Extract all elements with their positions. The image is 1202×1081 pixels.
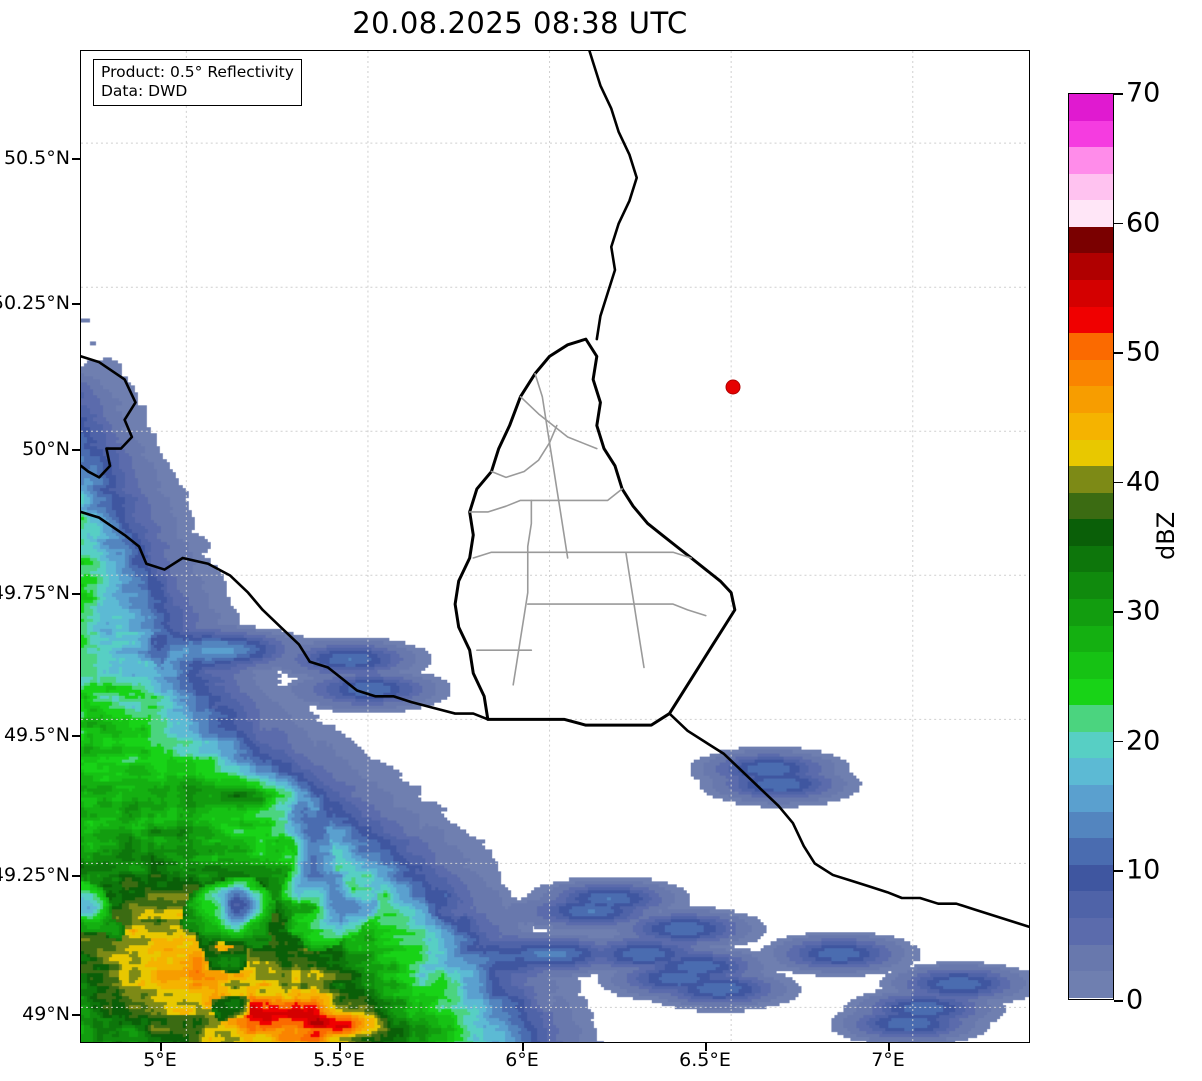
x-tick-label: 5.5°E bbox=[313, 1049, 365, 1071]
y-tick-mark bbox=[72, 875, 80, 877]
colorbar-band bbox=[1069, 625, 1113, 653]
x-tick-label: 5°E bbox=[143, 1049, 177, 1071]
colorbar-band bbox=[1069, 519, 1113, 546]
colorbar-tick-label: 0 bbox=[1126, 984, 1144, 1016]
colorbar-band bbox=[1069, 758, 1113, 786]
product-info-box: Product: 0.5° Reflectivity Data: DWD bbox=[93, 59, 302, 106]
y-tick-mark bbox=[72, 735, 80, 737]
colorbar-band bbox=[1069, 971, 1113, 998]
x-tick-mark bbox=[522, 1043, 524, 1051]
colorbar-tick-label: 60 bbox=[1126, 207, 1161, 239]
x-tick-mark bbox=[888, 1043, 890, 1051]
colorbar-band bbox=[1069, 333, 1113, 360]
colorbar-title: dBZ bbox=[1152, 511, 1180, 560]
y-tick-mark bbox=[72, 303, 80, 305]
colorbar-band bbox=[1069, 439, 1113, 467]
colorbar-band bbox=[1069, 466, 1113, 493]
colorbar-band bbox=[1069, 731, 1113, 759]
radar-map-plot[interactable]: Product: 0.5° Reflectivity Data: DWD bbox=[80, 50, 1030, 1043]
border-line bbox=[468, 488, 623, 513]
data-source-line: Data: DWD bbox=[101, 81, 188, 100]
x-tick-mark bbox=[339, 1043, 341, 1051]
colorbar-tick-mark bbox=[1114, 222, 1123, 225]
y-tick-mark bbox=[72, 449, 80, 451]
colorbar-band bbox=[1069, 280, 1113, 307]
colorbar-band bbox=[1069, 811, 1113, 839]
colorbar-band bbox=[1069, 891, 1113, 918]
border-line bbox=[490, 424, 558, 479]
colorbar-band bbox=[1069, 572, 1113, 599]
y-tick-label: 50.25°N bbox=[0, 292, 70, 314]
colorbar-band bbox=[1069, 94, 1113, 121]
x-tick-mark bbox=[705, 1043, 707, 1051]
colorbar-tick-label: 70 bbox=[1126, 77, 1161, 109]
colorbar-tick-label: 20 bbox=[1126, 725, 1161, 757]
colorbar-tick-mark bbox=[1114, 870, 1123, 873]
colorbar-band bbox=[1069, 705, 1113, 732]
y-tick-mark bbox=[72, 593, 80, 595]
graticule-grid bbox=[81, 51, 1029, 1042]
border-line bbox=[453, 337, 737, 727]
border-line bbox=[472, 551, 693, 559]
colorbar-tick-label: 40 bbox=[1126, 466, 1161, 498]
colorbar-band bbox=[1069, 173, 1113, 201]
border-line bbox=[534, 372, 569, 559]
colorbar-tick-label: 50 bbox=[1126, 336, 1161, 368]
border-line bbox=[588, 51, 639, 341]
country-borders bbox=[81, 51, 1029, 929]
colorbar-band bbox=[1069, 120, 1113, 148]
colorbar-band bbox=[1069, 200, 1113, 227]
y-tick-label: 50.5°N bbox=[3, 147, 70, 169]
colorbar-band bbox=[1069, 864, 1113, 892]
reflectivity-colorbar[interactable] bbox=[1068, 93, 1114, 1000]
x-tick-mark bbox=[160, 1043, 162, 1051]
reflectivity-raster bbox=[81, 51, 1029, 1042]
colorbar-tick-mark bbox=[1114, 352, 1123, 354]
colorbar-band bbox=[1069, 386, 1113, 413]
y-tick-mark bbox=[72, 1014, 80, 1016]
y-tick-label: 49.25°N bbox=[0, 864, 70, 886]
x-tick-label: 6.5°E bbox=[679, 1049, 731, 1071]
colorbar-tick-mark bbox=[1114, 1000, 1123, 1002]
colorbar-tick-mark bbox=[1114, 93, 1123, 95]
y-tick-mark bbox=[72, 158, 80, 160]
border-line bbox=[519, 395, 598, 450]
border-line bbox=[81, 510, 490, 721]
radar-site-marker[interactable] bbox=[725, 379, 741, 395]
x-tick-label: 6°E bbox=[505, 1049, 539, 1071]
colorbar-band bbox=[1069, 306, 1113, 334]
colorbar-band bbox=[1069, 545, 1113, 573]
colorbar-band bbox=[1069, 598, 1113, 626]
colorbar-band bbox=[1069, 944, 1113, 972]
colorbar-band bbox=[1069, 412, 1113, 440]
border-line bbox=[668, 712, 1029, 929]
colorbar-band bbox=[1069, 492, 1113, 520]
border-line bbox=[512, 499, 533, 686]
x-tick-label: 7°E bbox=[871, 1049, 905, 1071]
colorbar-band bbox=[1069, 838, 1113, 865]
colorbar-band bbox=[1069, 147, 1113, 174]
colorbar-band bbox=[1069, 253, 1113, 281]
y-tick-label: 50°N bbox=[22, 438, 70, 460]
border-line bbox=[81, 355, 137, 479]
page-title: 20.08.2025 08:38 UTC bbox=[352, 6, 688, 40]
colorbar-tick-mark bbox=[1114, 611, 1123, 613]
colorbar-band bbox=[1069, 785, 1113, 812]
colorbar-tick-mark bbox=[1114, 740, 1123, 743]
border-line bbox=[625, 551, 645, 669]
product-line: Product: 0.5° Reflectivity bbox=[101, 63, 294, 81]
colorbar-band bbox=[1069, 226, 1113, 254]
colorbar-tick-label: 10 bbox=[1126, 854, 1161, 886]
colorbar-tick-label: 30 bbox=[1126, 595, 1161, 627]
colorbar-tick-mark bbox=[1114, 481, 1123, 484]
y-tick-label: 49.5°N bbox=[3, 724, 70, 746]
y-tick-label: 49°N bbox=[22, 1003, 70, 1025]
colorbar-band bbox=[1069, 652, 1113, 679]
border-line bbox=[526, 603, 707, 617]
colorbar-band bbox=[1069, 359, 1113, 387]
y-tick-label: 49.75°N bbox=[0, 582, 70, 604]
colorbar-band bbox=[1069, 678, 1113, 706]
colorbar-band bbox=[1069, 917, 1113, 945]
